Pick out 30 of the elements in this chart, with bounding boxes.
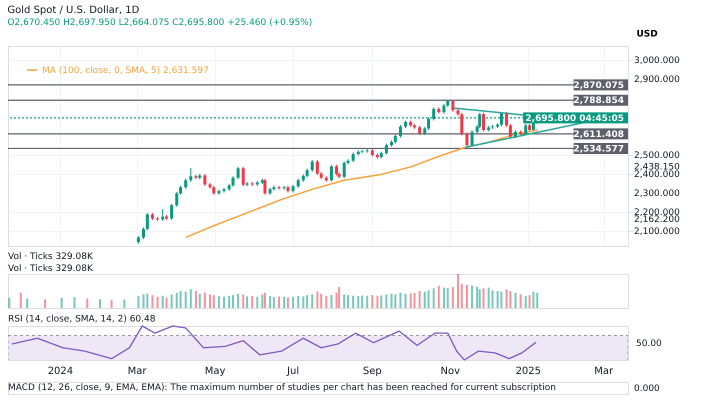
text: MACD (12, 26, close, 9, EMA, EMA): The maximum number of studies per chart has been reached for current subscription [8, 383, 556, 393]
y-tick-label: 2,162.200 [634, 215, 680, 226]
chart-subtitle: Vol · Ticks 329.08K [8, 264, 94, 274]
x-tick-label: Nov [440, 366, 460, 377]
x-tick-label: Jul [286, 366, 300, 377]
x-tick-label: 2025 [516, 366, 542, 377]
chart-title: Vol · Ticks 329.08K [8, 252, 94, 262]
ref-line-label: 2,611.408 [573, 130, 624, 140]
ref-line-label: 2,695.800 04:45:05 [525, 114, 624, 124]
ref-line-label: 2,788.854 [573, 96, 624, 106]
text: 50.00 [636, 339, 662, 349]
x-tick-label: Mar [594, 366, 614, 377]
y-tick-label: 2,500.000 [634, 151, 680, 162]
x-tick-label: 2024 [48, 366, 74, 377]
text: 0.000 [634, 384, 660, 394]
ref-line-label: 2,870.075 [573, 80, 624, 91]
ref-line-label: 2,534.577 [573, 144, 624, 154]
y-tick-label: 2,900.000 [634, 75, 680, 86]
chart-title: Gold Spot / U.S. Dollar, 1D [7, 5, 140, 16]
legend-label: MA (100, close, 0, SMA, 5) 2,631.597 [42, 66, 209, 76]
chart-subtitle: O2,670.450 H2,697.950 L2,664.075 C2,695.800 +25.460 (+0.95%) [7, 18, 312, 28]
chart-title: RSI (14, close, SMA, 14, 2) 60.48 [8, 314, 156, 324]
y-tick-label: 2,400.000 [634, 170, 680, 180]
x-tick-label: Mar [128, 366, 148, 377]
x-tick-label: May [204, 366, 226, 377]
y-axis-title: USD [636, 30, 658, 40]
x-tick-label: Sep [362, 366, 382, 377]
y-tick-label: 2,300.000 [634, 188, 680, 199]
y-tick-label: 2,100.000 [634, 226, 680, 237]
y-tick-label: 3,000.000 [634, 56, 680, 66]
